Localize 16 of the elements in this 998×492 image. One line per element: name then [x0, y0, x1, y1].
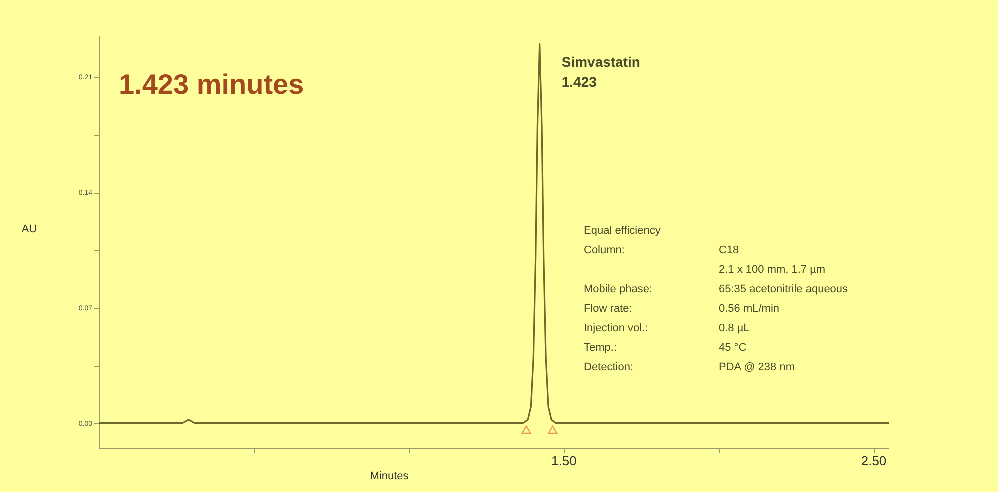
- x-tick-label: 1.50: [552, 454, 577, 468]
- text: Injection vol.: 0.8 µL: [584, 322, 750, 334]
- line-series: [98, 43, 890, 424]
- x-axis-title: Minutes: [370, 470, 410, 482]
- text: Flow rate: 0.56 mL/min: [584, 303, 780, 315]
- text: Detection: PDA @ 238 nm: [584, 362, 795, 374]
- text: Mobile phase: 65:35 acetonitrile aqueous: [584, 284, 848, 296]
- text: 1.423 minutes: [119, 69, 304, 100]
- annotation: Equal efficiency: [584, 225, 662, 237]
- annotation: 1.423: [562, 74, 598, 90]
- text: Temp.: 45 °C: [584, 342, 747, 354]
- annotation: Simvastatin: [562, 54, 640, 70]
- x-tick-label: 2.50: [861, 454, 887, 468]
- y-axis-title: AU: [22, 223, 38, 236]
- annotation: 2.1 x 100 mm, 1.7 µm: [719, 264, 826, 276]
- text: Column: C18: [584, 244, 740, 256]
